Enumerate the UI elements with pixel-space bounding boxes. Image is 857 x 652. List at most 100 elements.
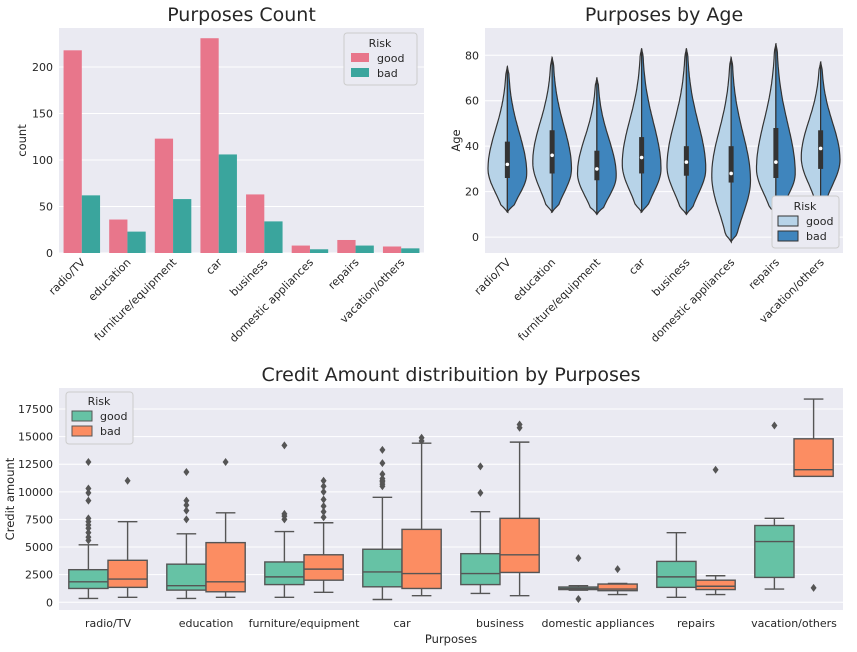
violin-good: [711, 55, 732, 244]
x-axis-label: Purposes: [425, 632, 477, 646]
outlier: [85, 458, 92, 466]
legend-title: Risk: [88, 395, 111, 408]
bar-bad: [264, 221, 283, 253]
y-tick-label: 100: [32, 154, 53, 167]
x-tick-label: education: [86, 256, 134, 304]
iqr-box: [754, 524, 795, 579]
iqr-box: [499, 517, 540, 574]
outlier: [379, 470, 386, 479]
chart-title: Purposes Count: [167, 4, 316, 26]
outlier: [477, 488, 484, 497]
iqr-box: [695, 579, 736, 591]
y-tick-label: 0: [46, 247, 53, 260]
outlier: [320, 502, 327, 511]
y-tick-label: 50: [39, 201, 53, 214]
box-bad: [107, 476, 148, 598]
violin-median: [684, 160, 689, 164]
box-bad: [793, 398, 834, 592]
outlier: [712, 465, 719, 474]
legend-label: good: [806, 215, 833, 228]
violin-good: [532, 55, 553, 213]
outlier: [771, 421, 778, 430]
iqr-box: [264, 561, 305, 586]
y-tick-label: 80: [465, 49, 479, 62]
outlier: [810, 583, 817, 592]
legend: Risk good bad: [771, 195, 840, 249]
violin-median: [729, 171, 733, 176]
y-axis-label: Credit amount: [3, 457, 17, 540]
outlier: [222, 458, 229, 466]
box-bad: [401, 433, 442, 597]
outlier: [183, 501, 190, 510]
legend-label: bad: [100, 425, 121, 438]
y-tick-label: 2500: [25, 569, 53, 582]
outlier: [320, 507, 327, 516]
x-tick-label: education: [510, 256, 558, 304]
violin-median: [639, 155, 644, 160]
legend: Risk good bad: [343, 32, 418, 86]
outlier: [183, 515, 190, 524]
legend-label: good: [377, 52, 404, 65]
y-tick-label: 12500: [18, 458, 53, 471]
y-axis-label: Age: [449, 129, 463, 151]
chart-title: Purposes by Age: [585, 4, 743, 26]
outlier: [320, 495, 327, 504]
x-tick-label: vacation/others: [751, 617, 837, 630]
x-tick-label: business: [649, 256, 692, 299]
outlier: [183, 467, 190, 476]
y-tick-label: 5000: [25, 541, 53, 554]
legend-label: bad: [377, 67, 398, 80]
violin-bad: [730, 57, 752, 244]
violin-bad: [685, 48, 707, 216]
bar-good: [200, 38, 219, 254]
iqr-box: [401, 528, 442, 590]
box-bad: [303, 476, 344, 594]
outlier: [379, 445, 386, 454]
chart-title: Credit Amount distribuition by Purposes: [262, 364, 641, 386]
x-tick-label: car: [203, 256, 225, 278]
legend-swatch-bad: [71, 425, 93, 437]
chart-1: 0 50 100 150 200 radio/TVeducationfurniture/e…: [15, 4, 424, 345]
box-bad: [205, 458, 246, 598]
bar-good: [291, 245, 310, 253]
bar-bad: [81, 195, 101, 253]
violin-bad: [506, 65, 528, 213]
outlier: [320, 513, 327, 522]
outlier: [183, 506, 190, 515]
outlier: [183, 496, 190, 505]
x-tick-label: domestic appliances: [648, 256, 737, 345]
x-tick-label: radio/TV: [46, 256, 88, 298]
legend-label: good: [100, 410, 127, 423]
y-tick-label: 17500: [18, 403, 53, 416]
bar-good: [246, 194, 265, 253]
iqr-box: [303, 554, 344, 581]
violin-median: [505, 162, 510, 167]
bar-good: [63, 50, 82, 253]
outlier: [85, 496, 92, 505]
chart-3: 0 2500 5000 7500 10000 12500 15000 17500 radio/T…: [3, 364, 843, 646]
violin-good: [755, 42, 777, 215]
violin-bad: [550, 57, 573, 214]
bar-bad: [127, 231, 146, 253]
iqr-box: [656, 560, 697, 589]
y-tick-label: 15000: [18, 431, 53, 444]
chart-2: 0 20 40 60 80 radio/TVeducationfurniture/equi…: [449, 4, 843, 345]
x-tick-label: domestic appliances: [542, 617, 655, 630]
iqr-box: [597, 583, 638, 592]
x-tick-label: repairs: [326, 256, 362, 292]
x-tick-label: furniture/equipment: [515, 255, 603, 343]
bar-good: [337, 239, 356, 253]
outlier: [281, 441, 288, 450]
legend-swatch: [777, 230, 799, 242]
bar-good: [382, 246, 402, 253]
violin-good: [800, 61, 822, 207]
y-tick-label: 40: [465, 140, 479, 153]
x-tick-label: repairs: [677, 617, 715, 630]
x-tick-label: car: [393, 617, 411, 630]
violin-median: [550, 153, 554, 158]
box-good: [166, 467, 207, 600]
y-tick-label: 0: [472, 231, 479, 244]
x-tick-label: radio/TV: [472, 256, 514, 298]
outlier: [516, 420, 523, 429]
